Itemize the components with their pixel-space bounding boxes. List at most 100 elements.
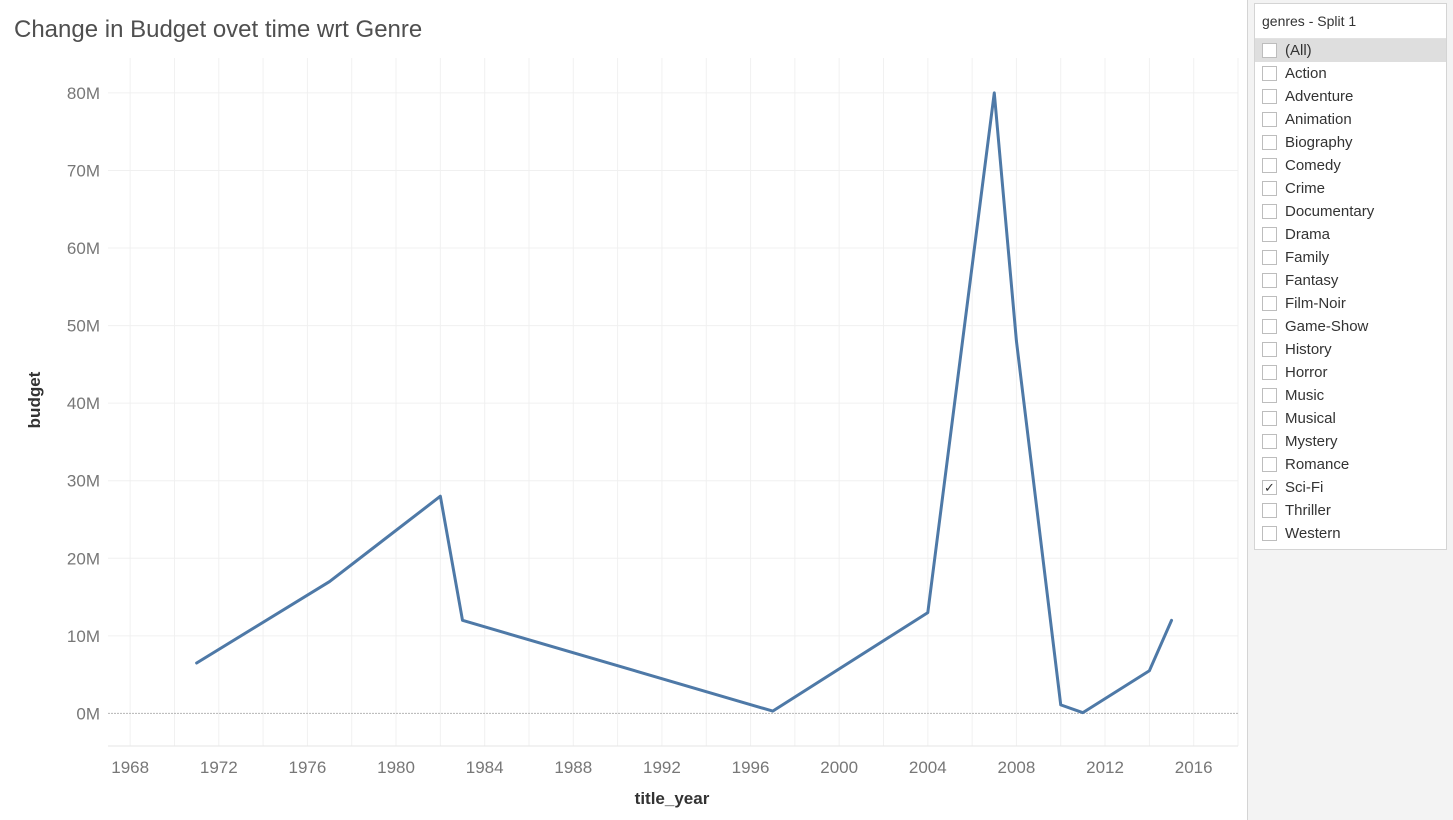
y-tick-label: 60M [67, 239, 100, 258]
checkbox[interactable] [1262, 526, 1277, 541]
filter-item-drama[interactable]: Drama [1255, 223, 1446, 246]
checkbox[interactable] [1262, 158, 1277, 173]
filter-item-documentary[interactable]: Documentary [1255, 200, 1446, 223]
y-tick-label: 20M [67, 549, 100, 568]
filter-item-animation[interactable]: Animation [1255, 108, 1446, 131]
checkbox[interactable] [1262, 457, 1277, 472]
filter-item-horror[interactable]: Horror [1255, 361, 1446, 384]
y-tick-label: 0M [76, 704, 100, 723]
filter-item-all[interactable]: (All) [1255, 39, 1446, 62]
line-chart[interactable]: 1968 1972 1976 1980 1984 1988 1992 1996 2000 2004… [0, 0, 1248, 820]
filter-item-label: Biography [1285, 134, 1353, 151]
y-axis-title: budget [25, 371, 44, 428]
x-tick-label: 1976 [288, 758, 326, 777]
filter-item-film-noir[interactable]: Film-Noir [1255, 292, 1446, 315]
checkbox[interactable] [1262, 43, 1277, 58]
filter-item-label: Film-Noir [1285, 295, 1346, 312]
y-tick-label: 50M [67, 317, 100, 336]
filter-item-fantasy[interactable]: Fantasy [1255, 269, 1446, 292]
checkbox[interactable] [1262, 411, 1277, 426]
data-point[interactable] [1144, 666, 1154, 676]
y-tick-label: 10M [67, 627, 100, 646]
checkbox[interactable] [1262, 135, 1277, 150]
data-point[interactable] [1011, 336, 1021, 346]
filter-item-label: Romance [1285, 456, 1350, 473]
x-tick-label: 2000 [820, 758, 858, 777]
checkbox[interactable] [1262, 365, 1277, 380]
genre-filter-panel: genres - Split 1 (All) Action Adventure Ani… [1254, 3, 1447, 550]
filter-item-comedy[interactable]: Comedy [1255, 154, 1446, 177]
data-point[interactable] [923, 608, 933, 618]
series-line[interactable] [195, 91, 1174, 715]
filter-item-label: Animation [1285, 111, 1352, 128]
checkbox[interactable] [1262, 66, 1277, 81]
filter-item-game-show[interactable]: Game-Show [1255, 315, 1446, 338]
checkbox[interactable] [1262, 342, 1277, 357]
x-tick-label: 1980 [377, 758, 415, 777]
filter-item-label: Action [1285, 65, 1327, 82]
data-point[interactable] [1078, 708, 1088, 718]
x-tick-label: 2012 [1086, 758, 1124, 777]
data-point[interactable] [768, 706, 778, 716]
filter-item-family[interactable]: Family [1255, 246, 1446, 269]
filter-item-action[interactable]: Action [1255, 62, 1446, 85]
filter-item-label: Game-Show [1285, 318, 1369, 335]
filter-item-label: Mystery [1285, 433, 1338, 450]
checkbox[interactable]: ✓ [1262, 480, 1277, 495]
filter-item-label: Horror [1285, 364, 1328, 381]
y-tick-label: 80M [67, 84, 100, 103]
filter-item-musical[interactable]: Musical [1255, 407, 1446, 430]
worksheet: Change in Budget ovet time wrt Genre 196… [0, 0, 1248, 820]
sheet-title: Change in Budget ovet time wrt Genre [14, 16, 423, 43]
checkbox[interactable] [1262, 388, 1277, 403]
y-tick-label: 30M [67, 472, 100, 491]
checkbox[interactable] [1262, 273, 1277, 288]
x-tick-label: 1996 [732, 758, 770, 777]
checkbox[interactable] [1262, 296, 1277, 311]
y-tick-label: 70M [67, 161, 100, 180]
filter-item-music[interactable]: Music [1255, 384, 1446, 407]
filter-item-thriller[interactable]: Thriller [1255, 499, 1446, 522]
x-tick-label: 1992 [643, 758, 681, 777]
checkbox[interactable] [1262, 434, 1277, 449]
filter-item-label: Comedy [1285, 157, 1341, 174]
filter-item-adventure[interactable]: Adventure [1255, 85, 1446, 108]
data-point[interactable] [435, 491, 445, 501]
filter-item-history[interactable]: History [1255, 338, 1446, 361]
checkbox[interactable] [1262, 319, 1277, 334]
filter-item-biography[interactable]: Biography [1255, 131, 1446, 154]
filter-item-western[interactable]: Western [1255, 522, 1446, 545]
data-point[interactable] [458, 615, 468, 625]
checkbox[interactable] [1262, 204, 1277, 219]
x-tick-label: 1988 [554, 758, 592, 777]
filter-item-label: Crime [1285, 180, 1325, 197]
filter-title: genres - Split 1 [1255, 4, 1446, 39]
filter-item-label: History [1285, 341, 1332, 358]
filter-item-label: Music [1285, 387, 1325, 404]
data-point[interactable] [1167, 615, 1177, 625]
checkbox[interactable] [1262, 227, 1277, 242]
checkbox[interactable] [1262, 250, 1277, 265]
data-point[interactable] [325, 577, 335, 587]
filter-item-label: Drama [1285, 226, 1331, 243]
x-tick-label: 1984 [466, 758, 504, 777]
x-tick-label: 2008 [998, 758, 1036, 777]
data-point[interactable] [192, 658, 202, 668]
x-tick-label: 1972 [200, 758, 238, 777]
filter-item-romance[interactable]: Romance [1255, 453, 1446, 476]
x-axis-title: title_year [635, 789, 710, 808]
filter-item-mystery[interactable]: Mystery [1255, 430, 1446, 453]
filter-item-label: Musical [1285, 410, 1336, 427]
filter-item-sci-fi[interactable]: ✓ Sci-Fi [1255, 476, 1446, 499]
checkbox[interactable] [1262, 112, 1277, 127]
filter-item-label: Sci-Fi [1285, 479, 1324, 496]
checkbox[interactable] [1262, 503, 1277, 518]
filter-item-crime[interactable]: Crime [1255, 177, 1446, 200]
filter-item-label: Thriller [1285, 502, 1331, 519]
data-point[interactable] [1056, 700, 1066, 710]
checkbox[interactable] [1262, 181, 1277, 196]
checkbox[interactable] [1262, 89, 1277, 104]
filter-item-label: Family [1285, 249, 1330, 266]
filter-item-label: Western [1285, 525, 1341, 542]
data-point[interactable] [989, 88, 999, 98]
